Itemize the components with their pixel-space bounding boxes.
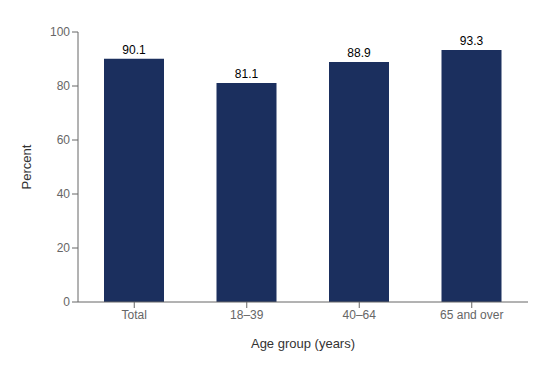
svg-text:100: 100 (50, 25, 70, 39)
svg-text:90.1: 90.1 (122, 43, 146, 57)
svg-text:81.1: 81.1 (235, 67, 259, 81)
svg-text:80: 80 (57, 79, 71, 93)
svg-text:Percent: Percent (19, 144, 34, 189)
svg-text:0: 0 (63, 295, 70, 309)
svg-text:Age group (years): Age group (years) (251, 336, 355, 351)
svg-text:40: 40 (57, 187, 71, 201)
svg-text:40–64: 40–64 (343, 308, 377, 322)
svg-text:Total: Total (122, 308, 147, 322)
svg-text:20: 20 (57, 241, 71, 255)
svg-text:93.3: 93.3 (460, 34, 484, 48)
svg-text:60: 60 (57, 133, 71, 147)
svg-text:88.9: 88.9 (347, 46, 371, 60)
svg-text:65 and over: 65 and over (440, 308, 503, 322)
svg-text:18–39: 18–39 (230, 308, 264, 322)
